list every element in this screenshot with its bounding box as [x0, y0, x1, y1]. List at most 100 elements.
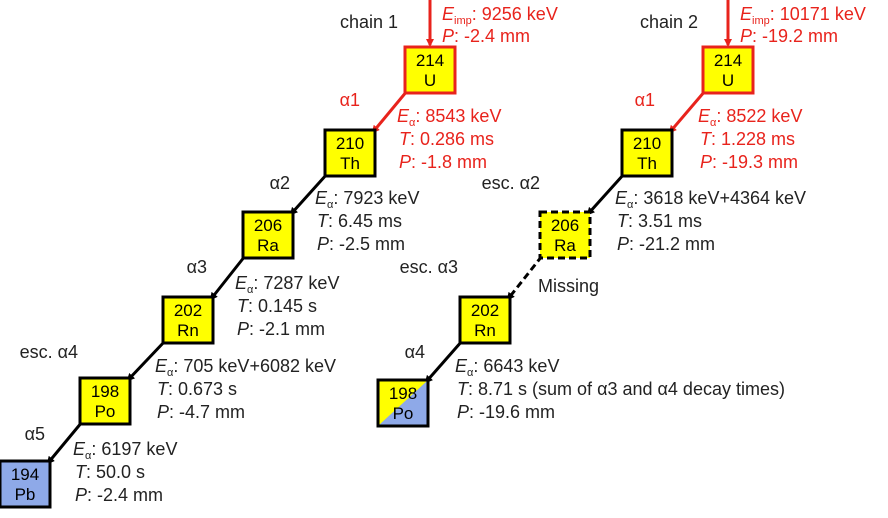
value: -21.2 mm [639, 234, 715, 254]
element: Po [393, 404, 414, 423]
decay-position: P: -2.4 mm [75, 485, 163, 505]
mass-number: 194 [11, 465, 39, 484]
alpha-energy: Eα: 7923 keV [315, 188, 419, 211]
colon: : [253, 273, 258, 293]
symbol: T [457, 379, 470, 399]
decay-arrow [126, 339, 167, 382]
value: 8522 keV [726, 106, 802, 126]
colon: : [629, 234, 634, 254]
colon: : [169, 402, 174, 422]
element: Th [340, 154, 360, 173]
value: 3618 keV+4364 keV [643, 188, 806, 208]
decay-label: α5 [25, 424, 45, 444]
value: 50.0 s [96, 462, 145, 482]
colon: : [770, 4, 775, 24]
colon: : [86, 462, 91, 482]
value: 1.228 ms [721, 129, 795, 149]
decay-label: α2 [270, 173, 290, 193]
symbol: P [237, 319, 249, 339]
symbol: E [397, 106, 410, 126]
colon: : [411, 152, 416, 172]
mass-number: 198 [91, 382, 119, 401]
mass-number: 210 [336, 134, 364, 153]
symbol: E [315, 188, 328, 208]
decay-position: P: -21.2 mm [617, 234, 715, 254]
value: -4.7 mm [179, 402, 245, 422]
symbol: P [617, 234, 629, 254]
value: 7287 keV [263, 273, 339, 293]
symbol: P [442, 26, 454, 46]
colon: : [248, 296, 253, 316]
symbol: P [399, 152, 411, 172]
symbol: T [617, 211, 630, 231]
symbol: E [615, 188, 628, 208]
implant-energy: Eimp: 10171 keV [740, 4, 866, 27]
element: Ra [554, 236, 576, 255]
mass-number: 202 [174, 301, 202, 320]
colon: : [329, 234, 334, 254]
colon: : [454, 26, 459, 46]
subscript: α [627, 199, 634, 211]
element: Th [637, 154, 657, 173]
colon: : [472, 4, 477, 24]
decay-arrow [46, 421, 84, 465]
nucleus-box [0, 459, 52, 509]
alpha-energy: Eα: 8543 keV [397, 106, 501, 129]
decay-note: Missing [538, 276, 599, 296]
symbol: E [235, 273, 248, 293]
element: Ra [257, 236, 279, 255]
nucleus-box [620, 128, 674, 178]
colon: : [628, 211, 633, 231]
colon: : [328, 211, 333, 231]
decay-arrow [371, 90, 409, 134]
subscript: α [327, 199, 334, 211]
decay-arrow [668, 90, 707, 134]
decay-time: T: 0.673 s [157, 379, 237, 399]
mass-number: 202 [471, 301, 499, 320]
alpha-energy: Eα: 8522 keV [698, 106, 802, 129]
decay-position: P: -1.8 mm [399, 152, 487, 172]
decay-position: P: -4.7 mm [157, 402, 245, 422]
symbol: T [75, 462, 88, 482]
decay-label: esc. α3 [400, 257, 458, 277]
mass-number: 206 [254, 216, 282, 235]
colon: : [712, 152, 717, 172]
nucleus-box [161, 295, 215, 345]
decay-time: T: 50.0 s [75, 462, 145, 482]
value: 10171 keV [780, 4, 866, 24]
mass-number: 214 [416, 51, 444, 70]
symbol: P [700, 152, 712, 172]
decay-time: T: 3.51 ms [617, 211, 702, 231]
decay-label: α3 [187, 257, 207, 277]
element: Rn [177, 321, 199, 340]
decay-time: T: 0.145 s [237, 296, 317, 316]
alpha-energy: Eα: 3618 keV+4364 keV [615, 188, 806, 211]
symbol: E [442, 4, 455, 24]
colon: : [91, 439, 96, 459]
colon: : [468, 379, 473, 399]
colon: : [168, 379, 173, 399]
decay-label: α1 [340, 90, 360, 110]
symbol: P [457, 402, 469, 422]
nucleus-box [241, 210, 295, 260]
element: Rn [474, 321, 496, 340]
symbol: T [237, 296, 250, 316]
value: -19.6 mm [479, 402, 555, 422]
colon: : [633, 188, 638, 208]
symbol: E [740, 4, 753, 24]
element: Pb [15, 485, 36, 504]
decay-position: P: -19.6 mm [457, 402, 555, 422]
element: Po [95, 402, 116, 421]
subscript: α [167, 367, 174, 379]
value: 7923 keV [343, 188, 419, 208]
implant-position: P: -2.4 mm [442, 26, 530, 46]
decay-label: α4 [405, 342, 425, 362]
symbol: T [700, 129, 713, 149]
